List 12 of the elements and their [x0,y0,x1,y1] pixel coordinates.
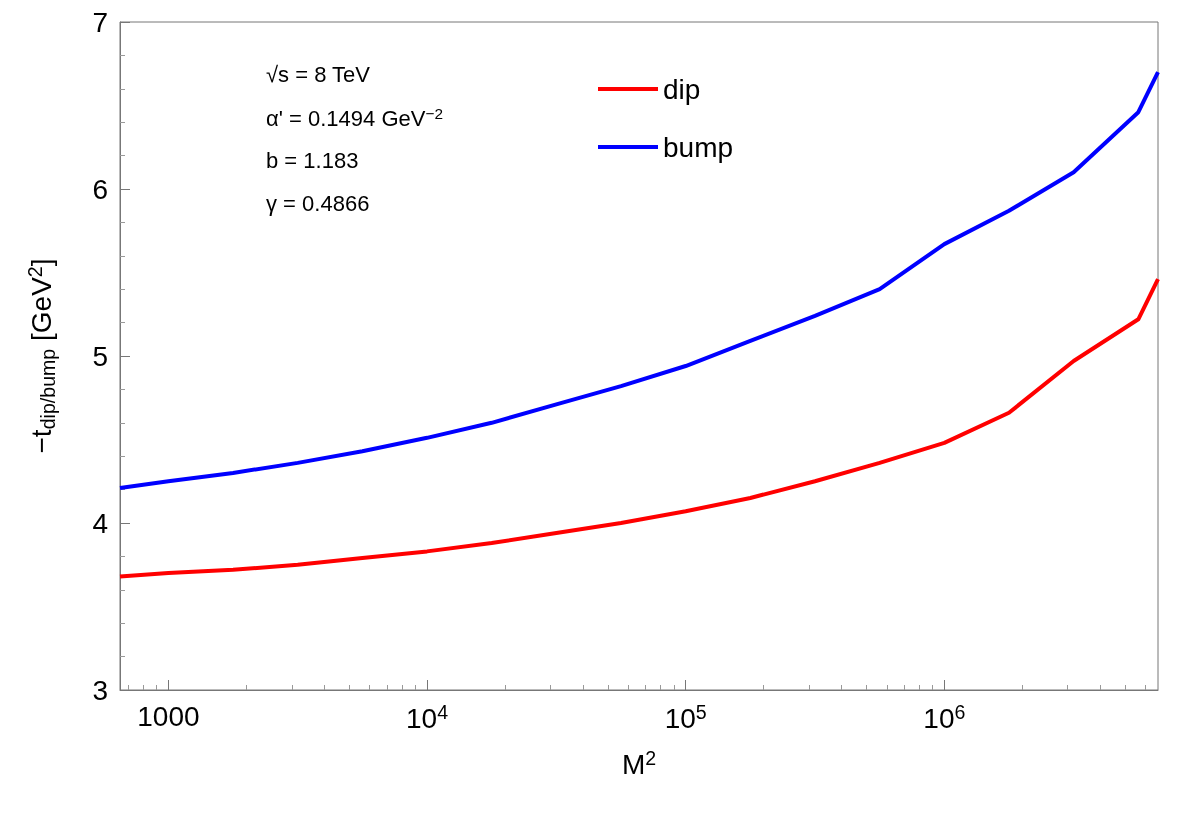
legend-label: bump [663,131,734,163]
y-tick-label: 4 [92,507,108,539]
legend-label: dip [663,73,701,105]
x-tick-label: 1000 [137,700,200,732]
y-axis-title: −tdip/bump [GeV2] [24,258,59,454]
y-tick-label: 7 [92,6,108,38]
annotation: γ = 0.4866 [266,190,370,216]
annotation: √s = 8 TeV [266,61,371,87]
y-tick-label: 6 [92,173,108,205]
annotation: b = 1.183 [266,147,359,173]
y-tick-label: 5 [92,340,108,372]
y-tick-label: 3 [92,674,108,706]
